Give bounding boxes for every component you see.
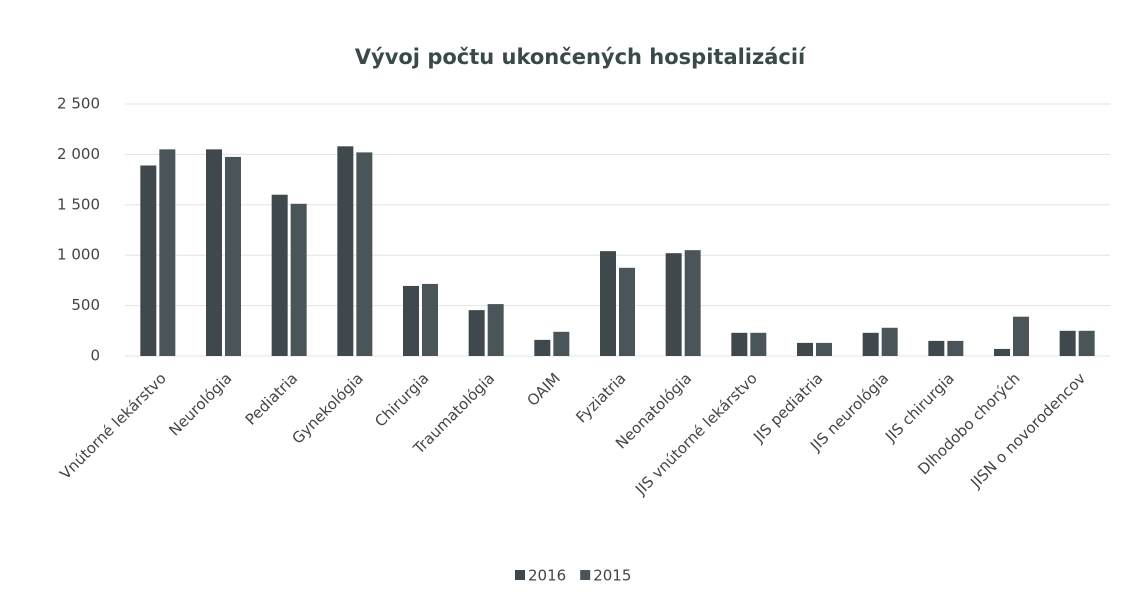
bar [271, 194, 288, 356]
bar [553, 331, 570, 356]
bar [534, 339, 551, 356]
bar [290, 203, 307, 356]
bar [1013, 316, 1029, 356]
bar [994, 348, 1010, 356]
bar [881, 327, 898, 356]
bar [600, 251, 616, 356]
bar [684, 250, 701, 356]
legend-swatch [515, 570, 525, 580]
legend-label: 2016 [528, 567, 566, 585]
bar [1059, 330, 1076, 356]
bar [206, 149, 222, 356]
x-tick-label: Chirurgia [371, 369, 432, 430]
legend-label: 2015 [593, 567, 631, 585]
bar [225, 156, 241, 356]
x-tick-label: Pediatria [242, 369, 301, 428]
bar [1078, 330, 1095, 356]
legend-swatch [580, 570, 591, 580]
y-tick-label: 2 500 [57, 95, 100, 113]
bar [947, 340, 964, 356]
bar [159, 149, 176, 356]
x-tick-label: JIS vnútorné lekárstvo [631, 369, 761, 499]
x-tick-label: Gynekológia [288, 369, 366, 447]
bar [487, 304, 504, 356]
bar [928, 340, 945, 356]
y-tick-label: 1 000 [57, 246, 100, 264]
x-tick-label: Fyziatria [572, 369, 629, 426]
y-tick-label: 1 500 [57, 195, 100, 213]
bar [356, 152, 373, 356]
bar [665, 253, 682, 356]
bar [731, 332, 748, 356]
x-tick-label: Vnútorné lekárstvo [56, 369, 170, 483]
bar [750, 332, 767, 356]
bar [468, 310, 485, 356]
y-tick-label: 0 [90, 347, 100, 365]
x-tick-label: OAIM [523, 369, 563, 409]
bar [403, 285, 419, 356]
y-tick-label: 2 000 [57, 145, 100, 163]
bar [422, 283, 438, 356]
bar [797, 342, 813, 356]
chart-title: Vývoj počtu ukončených hospitalizácií [355, 45, 807, 69]
bar [619, 267, 635, 356]
y-tick-label: 500 [71, 296, 100, 314]
bar [140, 165, 157, 356]
bar [337, 146, 354, 356]
x-tick-label: JISN o novorodencov [966, 369, 1089, 492]
bar [816, 342, 832, 356]
bar [862, 332, 879, 356]
legend: 2016 2015 [515, 567, 631, 585]
x-tick-label: Neurológia [165, 369, 235, 439]
